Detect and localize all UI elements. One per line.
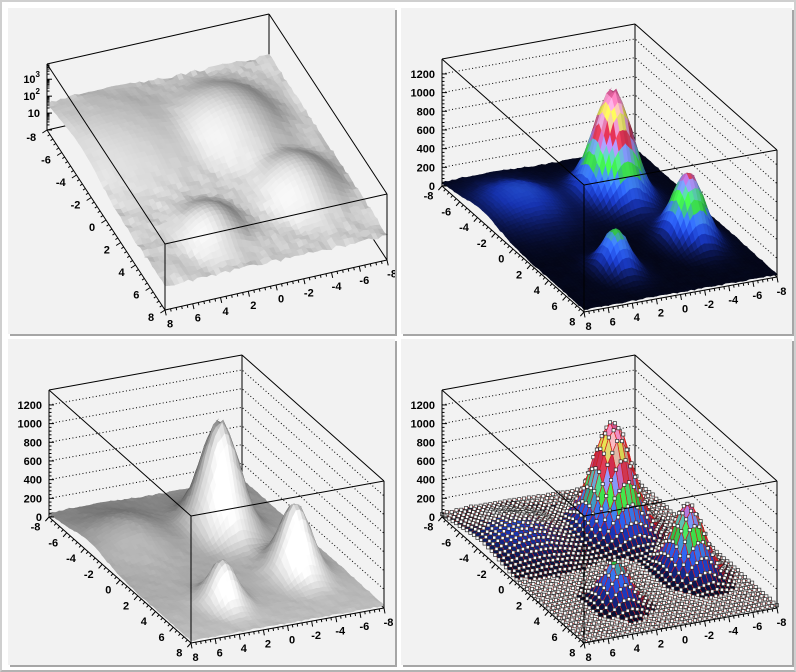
surface-plot-gray-logz[interactable] [8, 8, 395, 334]
pad-bottom-right-mesh-surface [401, 339, 792, 665]
surface-plot-mesh-markers[interactable] [401, 339, 792, 665]
surface-plot-color-on-black[interactable] [401, 8, 792, 334]
surface-plot-white-shaded[interactable] [8, 339, 395, 665]
pad-top-left-gray-log-surface [8, 8, 395, 334]
pad-top-right-color-surface [401, 8, 792, 334]
pad-bottom-left-white-surface [8, 339, 395, 665]
